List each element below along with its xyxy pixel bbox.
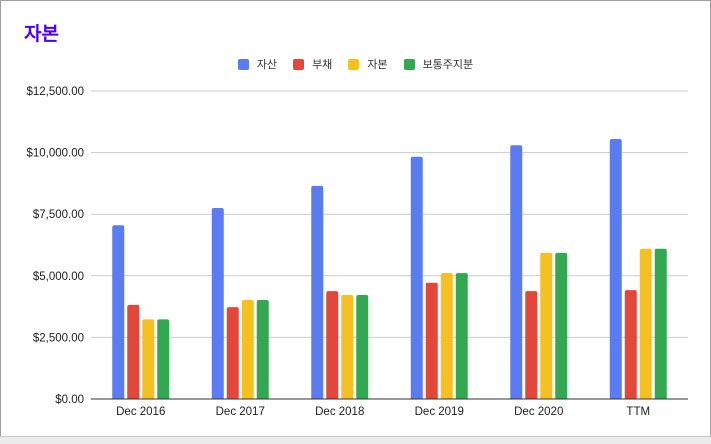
bar[interactable]	[157, 319, 170, 399]
x-tick-label: Dec 2018	[315, 406, 364, 418]
bar[interactable]	[226, 307, 239, 399]
chart-legend: 자산 부채 자본 보통주지분	[0, 56, 711, 72]
y-tick-label: $10,000.00	[26, 148, 84, 160]
legend-item-liabilities[interactable]: 부채	[293, 56, 332, 72]
legend-swatch-equity	[348, 58, 360, 70]
bar[interactable]	[241, 299, 254, 399]
legend-item-assets[interactable]: 자산	[237, 56, 278, 72]
bottom-strip	[0, 436, 711, 444]
bar[interactable]	[609, 139, 622, 399]
bar[interactable]	[311, 185, 324, 399]
bar[interactable]	[341, 295, 354, 399]
x-tick-label: TTM	[626, 406, 650, 418]
bar[interactable]	[440, 273, 453, 399]
y-tick-label: $7,500.00	[33, 209, 84, 221]
bar[interactable]	[127, 304, 140, 399]
bar[interactable]	[654, 248, 667, 399]
legend-label-common-equity: 보통주지분	[422, 58, 474, 71]
bar[interactable]	[410, 156, 423, 399]
bar[interactable]	[624, 290, 637, 399]
legend-label-liabilities: 부채	[312, 58, 333, 71]
bar[interactable]	[540, 252, 553, 399]
bar[interactable]	[455, 273, 468, 399]
legend-label-equity: 자본	[367, 58, 388, 71]
legend-swatch-common-equity	[403, 58, 415, 70]
bar[interactable]	[356, 295, 369, 399]
bar[interactable]	[326, 291, 339, 399]
legend-item-equity[interactable]: 자본	[348, 56, 388, 72]
bar[interactable]	[525, 291, 538, 399]
legend-swatch-liabilities	[293, 58, 305, 70]
bar[interactable]	[256, 299, 269, 399]
bar[interactable]	[555, 252, 568, 399]
legend-swatch-assets	[237, 58, 249, 70]
y-tick-label: $0.00	[55, 394, 84, 406]
y-tick-label: $12,500.00	[26, 86, 84, 98]
chart-title: 자본	[24, 23, 59, 45]
y-tick-label: $5,000.00	[33, 271, 84, 283]
bar[interactable]	[112, 225, 125, 399]
legend-item-common-equity[interactable]: 보통주지분	[403, 56, 474, 72]
x-tick-label: Dec 2020	[514, 406, 563, 418]
bar[interactable]	[510, 145, 523, 399]
x-tick-label: Dec 2017	[216, 406, 265, 418]
bar[interactable]	[211, 208, 224, 399]
y-tick-label: $2,500.00	[33, 332, 84, 344]
bar[interactable]	[639, 248, 652, 399]
x-tick-label: Dec 2019	[415, 406, 464, 418]
legend-label-assets: 자산	[256, 58, 278, 71]
bar[interactable]	[425, 282, 438, 399]
x-tick-label: Dec 2016	[116, 406, 165, 418]
bar[interactable]	[142, 319, 155, 399]
